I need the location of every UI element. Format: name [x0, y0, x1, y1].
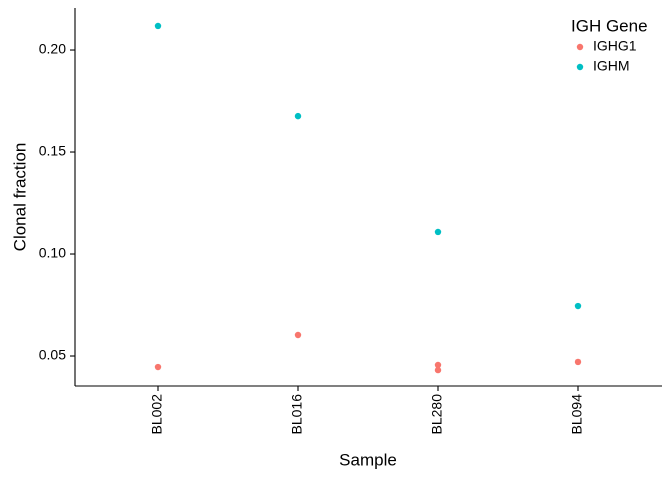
x-tick-label: BL094 — [569, 394, 585, 435]
x-tick-label: BL280 — [429, 394, 445, 435]
x-axis-title: Sample — [339, 450, 397, 469]
point — [434, 228, 442, 236]
y-tick-label: 0.10 — [39, 245, 66, 261]
legend-label: IGHG1 — [593, 38, 637, 54]
y-tick-label: 0.15 — [39, 143, 66, 159]
point — [154, 22, 162, 30]
y-tick-label: 0.20 — [39, 41, 66, 57]
point — [574, 358, 582, 366]
point — [574, 302, 582, 310]
y-tick-label: 0.05 — [39, 347, 66, 363]
x-tick-label: BL002 — [149, 394, 165, 435]
point — [434, 361, 442, 369]
legend-title: IGH Gene — [571, 16, 648, 35]
point — [294, 331, 302, 339]
point — [434, 366, 442, 374]
x-tick-label: BL016 — [289, 394, 305, 435]
point — [154, 363, 162, 371]
y-axis-title: Clonal fraction — [10, 143, 29, 252]
legend-label: IGHM — [593, 58, 630, 74]
legend-marker — [576, 63, 584, 71]
point — [294, 112, 302, 120]
legend-marker — [576, 43, 584, 51]
